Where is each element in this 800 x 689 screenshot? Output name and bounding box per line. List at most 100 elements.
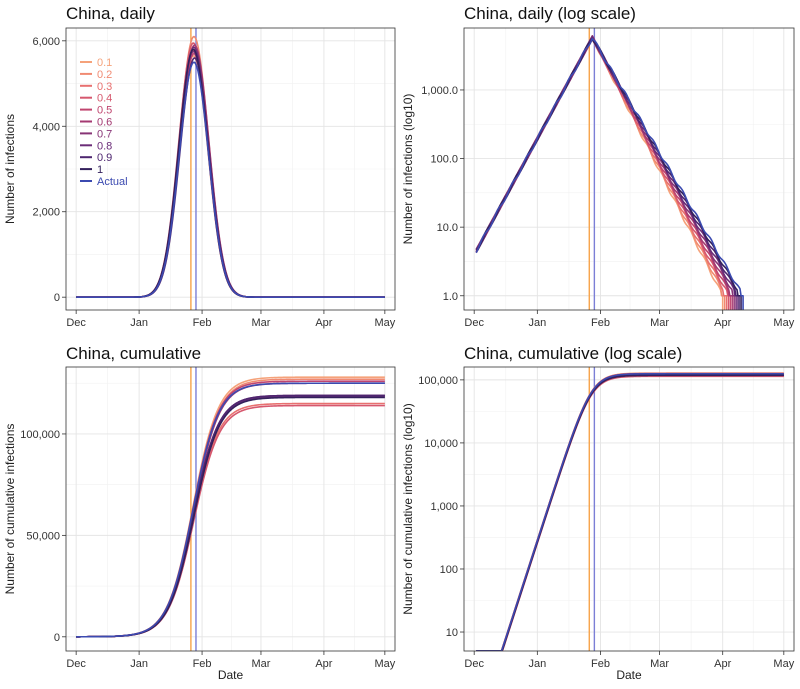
y-tick-label: 10 [446, 627, 458, 639]
y-tick-label: 2,000 [32, 207, 60, 219]
x-axis-label: Date [218, 668, 244, 682]
plot-frame [65, 366, 396, 652]
series-line-0.3 [76, 48, 385, 298]
x-tick-label: Dec [66, 658, 86, 670]
legend-entry: Actual [97, 176, 128, 188]
x-tick-label: Feb [193, 317, 212, 329]
series-line-0.6 [76, 44, 385, 298]
grid [66, 28, 395, 310]
x-tick-label: Dec [66, 317, 86, 329]
x-tick-label: Feb [591, 317, 610, 329]
grid [464, 367, 794, 651]
series-line-0.3 [475, 38, 728, 310]
legend-entry: 0.7 [97, 128, 112, 140]
legend-entry: 0.8 [97, 140, 112, 152]
x-tick-label: Jan [528, 658, 546, 670]
series-line-0.4 [76, 404, 385, 638]
series-line-0.2 [76, 35, 385, 298]
series-line-Actual [76, 61, 385, 298]
grid [464, 28, 794, 310]
panel-4: Dec Jan Feb Mar Apr May 10 100 1,000 10,000 100,00… [401, 344, 795, 682]
x-tick-label: Jan [528, 317, 546, 329]
x-tick-label: Dec [464, 317, 484, 329]
x-tick-label: Apr [714, 317, 731, 329]
y-axis-label: Number of infections [3, 114, 17, 224]
x-tick-label: Mar [251, 658, 270, 670]
series-line-0.5 [76, 380, 385, 638]
legend-entry: 0.6 [97, 117, 112, 129]
series-line-0.7 [475, 35, 736, 310]
y-tick-label: 0 [54, 632, 60, 644]
series-group [76, 376, 385, 638]
y-tick-label: 10.0 [437, 222, 458, 234]
y-tick-label: 100 [440, 564, 458, 576]
x-tick-label: Feb [591, 658, 610, 670]
x-tick-label: Mar [650, 317, 669, 329]
x-axis-label: Date [616, 668, 642, 682]
y-tick-label: 100,000 [418, 375, 458, 387]
plot-frame [463, 366, 795, 652]
y-tick-label: 1,000 [430, 501, 458, 513]
x-tick-label: May [773, 658, 794, 670]
y-tick-label: 50,000 [26, 530, 60, 542]
panel-title: China, daily (log scale) [464, 4, 636, 23]
y-axis-label: Number of infections (log10) [401, 94, 415, 245]
x-tick-label: Feb [193, 658, 212, 670]
x-tick-label: May [374, 317, 395, 329]
series-line-0.5 [475, 37, 732, 310]
y-tick-label: 0 [54, 292, 60, 304]
x-tick-label: Mar [650, 658, 669, 670]
series-group [76, 35, 385, 298]
y-axis-label: Number of cumulative infections (log10) [401, 403, 415, 614]
series-line-Actual [475, 37, 744, 310]
y-tick-label: 100.0 [430, 154, 458, 166]
series-group [476, 372, 784, 651]
legend-entry: 0.2 [97, 69, 112, 81]
series-line-0.3 [76, 402, 385, 638]
x-tick-label: May [773, 317, 794, 329]
series-line-1 [76, 396, 385, 638]
y-tick-label: 1,000.0 [421, 85, 458, 97]
series-line-0.8 [76, 46, 385, 298]
series-line-0.7 [76, 394, 385, 638]
panel-2: Dec Jan Feb Mar Apr May 1.0 10.0 100.0 1,000.0 Chi… [401, 4, 795, 329]
y-axis-label: Number of cumulative infections [3, 424, 17, 595]
y-tick-label: 100,000 [20, 429, 60, 441]
series-line-0.7 [76, 50, 385, 298]
series-line-0.9 [76, 394, 385, 638]
panel-3: Dec Jan Feb Mar Apr May 0 50,000 100,000 China, c… [3, 344, 396, 682]
x-tick-label: Apr [714, 658, 731, 670]
x-tick-label: Apr [315, 658, 332, 670]
series-line-Actual [76, 382, 385, 638]
panel-title: China, cumulative (log scale) [464, 344, 682, 363]
legend-entry: 0.5 [97, 105, 112, 117]
series-line-1 [76, 48, 385, 298]
plot-frame [65, 27, 396, 311]
legend-entry: 0.9 [97, 152, 112, 164]
plot-frame [463, 27, 795, 311]
series-line-Actual [476, 372, 784, 651]
series-line-0.1 [475, 35, 724, 310]
series-line-0.4 [76, 42, 385, 298]
series-line-0.6 [475, 35, 734, 310]
series-line-0.8 [76, 395, 385, 638]
legend-entry: 0.3 [97, 81, 112, 93]
x-tick-label: Dec [464, 658, 484, 670]
panel-title: China, cumulative [66, 344, 201, 363]
x-tick-label: Mar [251, 317, 270, 329]
legend-entry: 0.1 [97, 57, 112, 69]
series-group [475, 35, 744, 310]
x-tick-label: Jan [130, 317, 148, 329]
series-line-0.6 [76, 382, 385, 638]
legend-entry: 0.4 [97, 93, 112, 105]
y-tick-label: 1.0 [443, 291, 458, 303]
y-tick-label: 10,000 [424, 438, 458, 450]
y-tick-label: 4,000 [32, 121, 60, 133]
legend-entry: 1 [97, 164, 103, 176]
x-tick-label: May [374, 658, 395, 670]
x-tick-label: Jan [130, 658, 148, 670]
x-tick-label: Apr [315, 317, 332, 329]
y-tick-label: 6,000 [32, 36, 60, 48]
